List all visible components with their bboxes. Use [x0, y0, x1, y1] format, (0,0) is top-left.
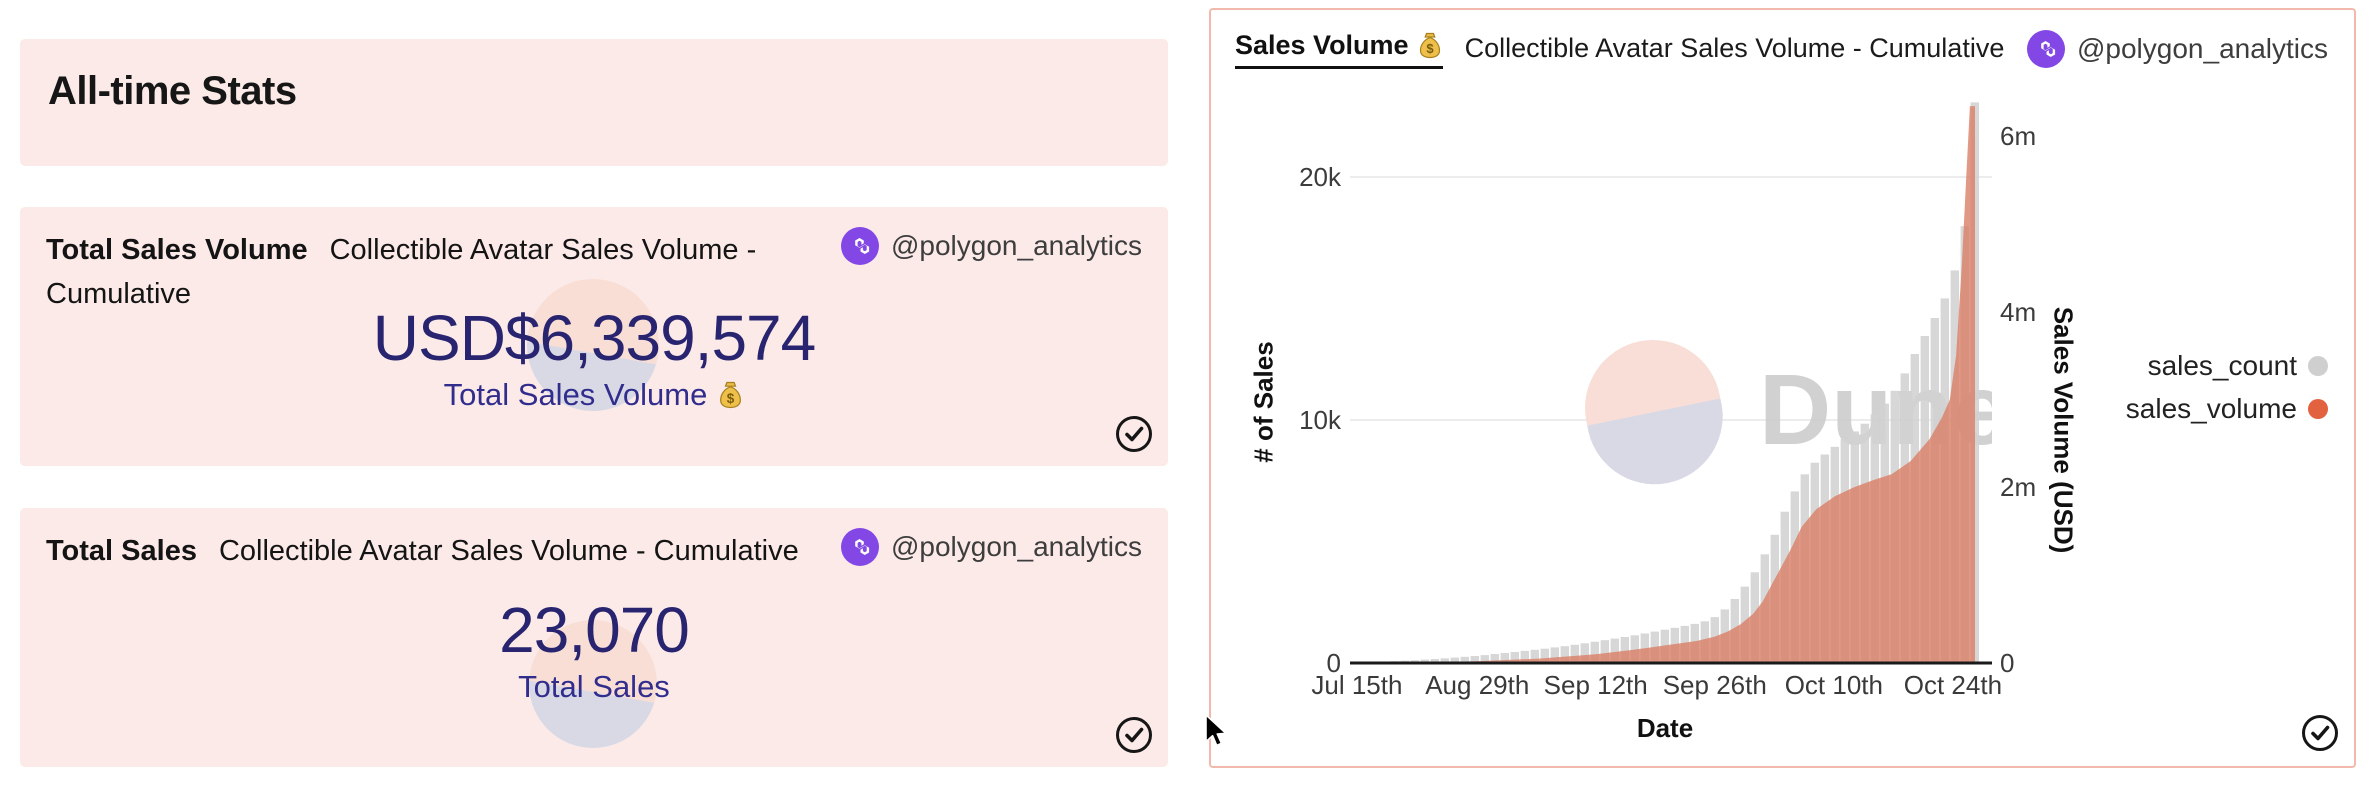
- counter-card-total-sales: Total Sales Collectible Avatar Sales Volu…: [20, 508, 1168, 767]
- pie-chart-watermark: [529, 620, 657, 748]
- legend-label: sales_count: [2147, 350, 2297, 381]
- counter: USD$6,339,574 Total Sales Volume: [20, 302, 1168, 414]
- card-title: Total Sales: [46, 535, 197, 567]
- y-tick-right-4m: 4m: [2000, 296, 2037, 327]
- chart-description: Collectible Avatar Sales Volume - Cumula…: [1464, 33, 2005, 63]
- x-tick: Jul 15th: [1311, 670, 1403, 700]
- card-title-block: Total Sales Collectible Avatar Sales Volu…: [46, 530, 806, 574]
- x-tick: Aug 29th: [1425, 670, 1530, 700]
- counter-label: Total Sales Volume: [20, 376, 1168, 414]
- chart-title: Sales Volume: [1235, 30, 1409, 60]
- y-axis-title-left: # of Sales: [1248, 341, 1279, 463]
- done-check-button[interactable]: [1114, 715, 1154, 755]
- card-title-block: Total Sales Volume Collectible Avatar Sal…: [46, 229, 806, 316]
- y-tick-left-0: 0: [1326, 648, 1341, 678]
- x-tick: Sep 12th: [1543, 670, 1648, 700]
- counter-value: 23,070: [499, 594, 690, 666]
- legend-dot-sales-count: [2308, 356, 2328, 376]
- y-axis-title-right: Sales Volume (USD): [2048, 306, 2079, 554]
- money-bag-icon: [1419, 32, 1440, 59]
- author-handle[interactable]: @polygon_analytics: [2026, 30, 2328, 68]
- author-name: @polygon_analytics: [2076, 33, 2328, 64]
- done-check-button[interactable]: [2300, 713, 2340, 753]
- stats-header-title: All-time Stats: [48, 69, 297, 113]
- author-handle[interactable]: @polygon_analytics: [840, 227, 1142, 265]
- counter-label: Total Sales: [20, 668, 1168, 706]
- stats-header-card: All-time Stats: [20, 39, 1168, 166]
- money-bag-icon: [720, 381, 742, 409]
- chart-plot-area[interactable]: Dune: [1350, 92, 1992, 665]
- legend-dot-sales-volume: [2308, 399, 2328, 419]
- card-header: Total Sales Volume Collectible Avatar Sal…: [20, 207, 1168, 316]
- x-tick: Oct 24th: [1903, 670, 2003, 700]
- author-name: @polygon_analytics: [890, 531, 1142, 562]
- counter-value: USD$6,339,574: [372, 302, 816, 374]
- y-tick-left-10k: 10k: [1299, 405, 1341, 436]
- y-tick-right-0: 0: [2000, 648, 2015, 678]
- mouse-cursor: [1205, 714, 1227, 747]
- y-tick-right-2m: 2m: [2000, 472, 2037, 503]
- chart-header: Sales Volume Collectible Avatar Sales Vo…: [1211, 10, 2354, 69]
- author-handle[interactable]: @polygon_analytics: [840, 528, 1142, 566]
- counter-label-text: Total Sales: [518, 669, 670, 704]
- counter-card-total-sales-volume: Total Sales Volume Collectible Avatar Sal…: [20, 207, 1168, 466]
- chart-title-link[interactable]: Sales Volume: [1235, 30, 1443, 69]
- counter: 23,070 Total Sales: [20, 594, 1168, 706]
- author-name: @polygon_analytics: [890, 230, 1142, 261]
- polygon-avatar-icon: [2026, 30, 2065, 68]
- y-tick-left-20k: 20k: [1299, 162, 1341, 193]
- x-axis-title: Date: [1636, 713, 1694, 743]
- chart-card-sales-volume: Sales Volume Collectible Avatar Sales Vo…: [1209, 8, 2356, 768]
- polygon-avatar-icon: [840, 528, 879, 566]
- done-check-button[interactable]: [1114, 414, 1154, 454]
- polygon-avatar-icon: [840, 227, 879, 265]
- card-description: Collectible Avatar Sales Volume - Cumula…: [46, 234, 757, 310]
- pie-chart-watermark: [527, 279, 659, 411]
- x-tick: Sep 26th: [1662, 670, 1767, 700]
- chart-legend: sales_count sales_volume: [2126, 350, 2328, 425]
- card-title: Total Sales Volume: [46, 234, 308, 266]
- legend-item-sales-volume[interactable]: sales_volume: [2126, 393, 2328, 425]
- legend-item-sales-count[interactable]: sales_count: [2148, 350, 2328, 382]
- counter-label-text: Total Sales Volume: [443, 377, 708, 412]
- y-tick-right-6m: 6m: [2000, 120, 2037, 151]
- x-tick: Oct 10th: [1784, 670, 1883, 700]
- card-description: Collectible Avatar Sales Volume - Cumula…: [218, 535, 799, 567]
- card-header: Total Sales Collectible Avatar Sales Volu…: [20, 508, 1168, 574]
- legend-label: sales_volume: [2125, 393, 2297, 424]
